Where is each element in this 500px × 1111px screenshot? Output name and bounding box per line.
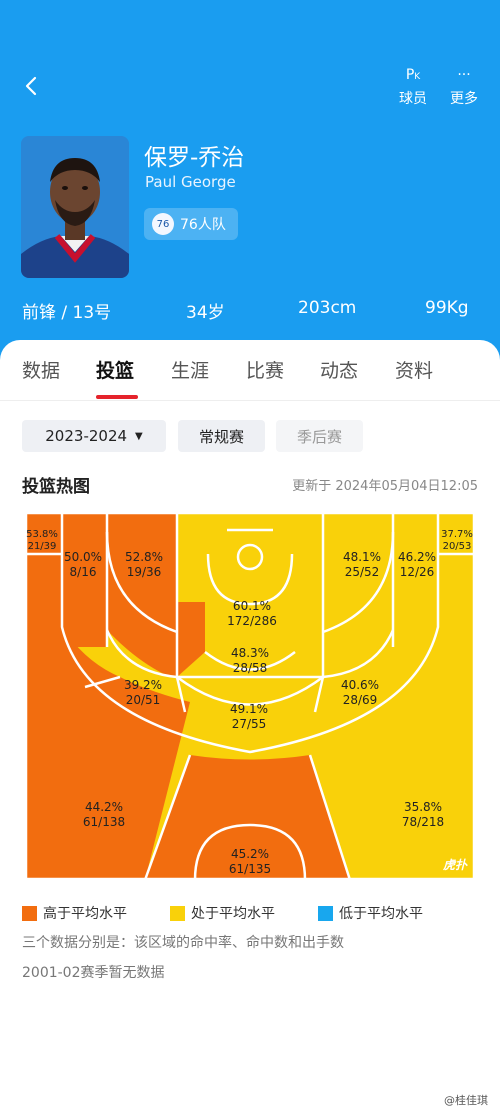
zone-label: 53.8% 21/39 [26, 529, 58, 552]
tab-profile[interactable]: 资料 [395, 360, 434, 382]
season-value: 2023-2024 [45, 427, 128, 445]
court-watermark: 虎扑 [443, 858, 468, 872]
team-logo-icon: 76 [152, 213, 174, 235]
legend-label-high: 高于平均水平 [43, 906, 127, 922]
zone-left-wing-three [25, 677, 190, 880]
team-name: 76人队 [180, 217, 226, 233]
player-name: 保罗-乔治 [144, 145, 245, 171]
tab-games[interactable]: 比赛 [246, 360, 285, 382]
zone-left-baseline-mid [62, 512, 107, 647]
legend-low: 低于平均水平 [318, 903, 423, 923]
zone-label: 60.1% 172/286 [227, 599, 277, 628]
zone-label: 40.6% 28/69 [340, 678, 380, 707]
tab-career[interactable]: 生涯 [171, 360, 210, 382]
heatmap-updated-time: 更新于 2024年05月04日12:05 [292, 479, 478, 494]
playoffs-filter[interactable]: 季后赛 [276, 420, 363, 452]
legend-swatch-high [22, 905, 37, 921]
zone-label: 49.1% 27/55 [229, 702, 269, 731]
regular-season-filter[interactable]: 常规赛 [178, 420, 265, 452]
active-tab-indicator [96, 395, 138, 399]
tab-news[interactable]: 动态 [320, 360, 359, 382]
legend-swatch-low [318, 905, 333, 921]
shot-heatmap: 53.8% 21/39 50.0% 8/16 52.8% 19/36 48.1% 25/… [24, 510, 476, 881]
dropdown-caret-icon: ▼ [135, 430, 143, 442]
pk-label: 球员 [399, 91, 427, 107]
player-height: 203cm [298, 298, 357, 318]
more-button[interactable]: ··· 更多 [442, 66, 486, 108]
legend-swatch-avg [170, 905, 185, 921]
legend-note: 三个数据分别是：该区域的命中率、命中数和出手数 [22, 935, 344, 951]
season-select[interactable]: 2023-2024 ▼ [22, 420, 166, 452]
more-dots-icon: ··· [457, 67, 471, 83]
corner-watermark: @桂佳琪 [444, 1094, 488, 1107]
court-svg [24, 510, 476, 881]
legend-label-avg: 处于平均水平 [191, 906, 275, 922]
pk-button[interactable]: PK 球员 [391, 66, 435, 108]
zone-label: 37.7% 20/53 [441, 529, 473, 552]
tabs-divider [0, 400, 500, 401]
player-position: 前锋 / 13号 [22, 303, 112, 323]
zone-label: 50.0% 8/16 [63, 550, 103, 579]
legend-label-low: 低于平均水平 [339, 906, 423, 922]
tab-shooting[interactable]: 投篮 [96, 360, 135, 382]
player-age: 34岁 [186, 303, 225, 323]
pk-icon: PK [405, 67, 421, 83]
zone-label: 45.2% 61/135 [228, 847, 272, 876]
player-avatar [21, 136, 129, 278]
zone-label: 48.3% 28/58 [230, 646, 270, 675]
zone-label: 44.2% 61/138 [82, 800, 126, 829]
legend-high: 高于平均水平 [22, 903, 127, 923]
team-badge[interactable]: 76 76人队 [144, 208, 238, 240]
player-weight: 99Kg [425, 298, 469, 318]
zone-left-corner-three [25, 554, 120, 677]
tab-data[interactable]: 数据 [22, 360, 61, 382]
zone-paint-left [177, 602, 205, 677]
zone-left-short-corner [107, 512, 177, 677]
zone-left-baseline [25, 512, 62, 554]
zone-label: 48.1% 25/52 [342, 550, 382, 579]
legend-avg: 处于平均水平 [170, 903, 275, 923]
player-name-en: Paul George [145, 173, 236, 191]
season-note: 2001-02赛季暂无数据 [22, 965, 165, 981]
zone-label: 39.2% 20/51 [123, 678, 163, 707]
more-label: 更多 [450, 91, 478, 107]
zone-label: 46.2% 12/26 [397, 550, 437, 579]
back-arrow-icon[interactable] [18, 72, 46, 100]
zone-label: 35.8% 78/218 [401, 800, 445, 829]
zone-label: 52.8% 19/36 [124, 550, 164, 579]
heatmap-title: 投篮热图 [22, 477, 90, 497]
